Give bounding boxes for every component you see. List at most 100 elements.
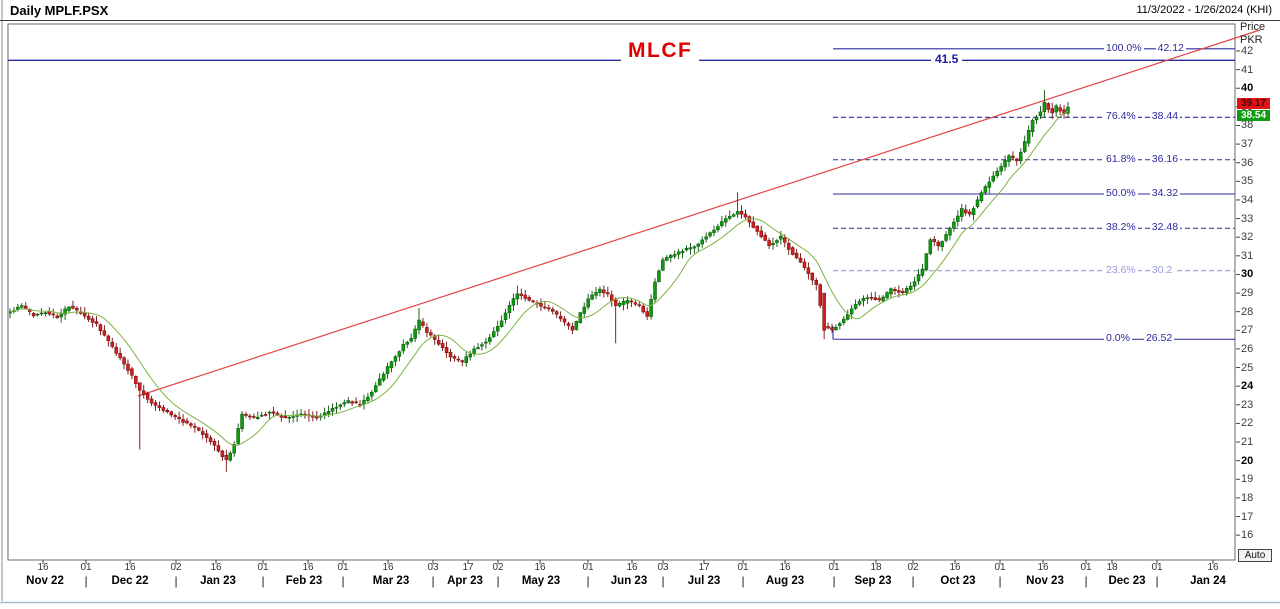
day-tick-label: 01 [582, 562, 594, 573]
month-separator: | [261, 574, 265, 588]
price-tick-19: 19 [1241, 473, 1254, 486]
alert-line-price-label[interactable]: 41.5 [931, 52, 963, 67]
month-label-Feb-23: Feb 23 [285, 575, 323, 587]
month-separator: | [1155, 574, 1159, 588]
fib-label-0.0%[interactable]: 0.0% 26.52 [1104, 332, 1175, 345]
day-tick-label: 18 [870, 562, 882, 573]
chart-title: Daily MPLF.PSX [10, 3, 109, 18]
price-tick-18: 18 [1241, 491, 1254, 504]
price-tick-26: 26 [1241, 342, 1254, 355]
day-tick-label: 01 [337, 562, 349, 573]
day-tick-label: 16 [302, 562, 314, 573]
date-range-label: 11/3/2022 - 1/26/2024 (KHI) [1136, 4, 1272, 16]
fib-label-23.6%[interactable]: 23.6% 30.2 [1104, 263, 1175, 276]
price-tick-42: 42 [1241, 45, 1254, 57]
day-tick-label: 03 [427, 562, 439, 573]
auto-scale-button[interactable]: Auto [1238, 549, 1272, 562]
price-tick-37: 37 [1241, 138, 1254, 151]
fib-label-100.0%[interactable]: 100.0% 42.12 [1104, 41, 1186, 54]
last-price-marker-green: 38.54 [1237, 109, 1270, 121]
price-tick-20: 20 [1241, 454, 1254, 467]
month-separator: | [998, 574, 1002, 588]
price-tick-41: 41 [1241, 63, 1254, 76]
day-tick-label: 01 [1080, 562, 1092, 573]
month-label-Mar-23: Mar 23 [372, 575, 410, 587]
month-separator: | [496, 574, 500, 588]
price-tick-31: 31 [1241, 249, 1254, 262]
price-tick-34: 34 [1241, 193, 1254, 206]
month-separator: | [661, 574, 665, 588]
month-label-Dec-22: Dec 22 [111, 575, 149, 587]
month-label-Jun-23: Jun 23 [610, 575, 648, 587]
day-tick-label: 18 [1106, 562, 1118, 573]
uptrend-line[interactable] [137, 29, 1261, 397]
price-tick-33: 33 [1241, 212, 1254, 225]
price-tick-30: 30 [1241, 268, 1254, 281]
price-tick-23: 23 [1241, 398, 1254, 411]
day-tick-label: 01 [994, 562, 1006, 573]
month-label-Apr-23: Apr 23 [447, 575, 483, 587]
last-price-marker-red: 39.17 [1237, 98, 1270, 110]
price-tick-38: 38 [1241, 119, 1254, 132]
price-tick-29: 29 [1241, 287, 1254, 300]
day-tick-label: 16 [626, 562, 638, 573]
fib-label-50.0%[interactable]: 50.0% 34.32 [1104, 187, 1181, 199]
day-tick-label: 01 [1151, 562, 1163, 573]
day-tick-label: 16 [1037, 562, 1049, 573]
fib-label-38.2%[interactable]: 38.2% 32.48 [1104, 221, 1181, 234]
month-label-May-23: May 23 [521, 575, 561, 587]
price-tick-32: 32 [1241, 231, 1254, 244]
moving-average-line[interactable] [9, 110, 1069, 446]
price-tick-27: 27 [1241, 324, 1254, 337]
day-tick-label: 17 [462, 562, 474, 573]
day-tick-label: 16 [124, 562, 136, 573]
price-tick-24: 24 [1241, 380, 1254, 393]
month-label-Dec-23: Dec 23 [1108, 575, 1146, 587]
price-tick-22: 22 [1241, 417, 1254, 430]
month-label-Jul-23: Jul 23 [687, 575, 721, 587]
price-tick-36: 36 [1241, 156, 1254, 169]
month-label-Sep-23: Sep 23 [854, 575, 892, 587]
month-separator: | [586, 574, 590, 588]
day-tick-label: 17 [698, 562, 710, 573]
day-tick-label: 16 [534, 562, 546, 573]
day-tick-label: 16 [382, 562, 394, 573]
plot-frame [7, 23, 1236, 561]
month-separator: | [832, 574, 836, 588]
day-tick-label: 02 [492, 562, 504, 573]
month-separator: | [1084, 574, 1088, 588]
day-tick-label: 16 [1207, 562, 1219, 573]
price-tick-16: 16 [1241, 529, 1254, 542]
month-label-Aug-23: Aug 23 [765, 575, 805, 587]
day-tick-label: 01 [828, 562, 840, 573]
fib-label-76.4%[interactable]: 76.4% 38.44 [1104, 110, 1181, 123]
price-tick-35: 35 [1241, 175, 1254, 188]
month-separator: | [341, 574, 345, 588]
month-separator: | [431, 574, 435, 588]
price-tick-28: 28 [1241, 305, 1254, 318]
month-label-Jan-24: Jan 24 [1190, 575, 1226, 587]
month-separator: | [911, 574, 915, 588]
price-axis-currency-label: PKR [1240, 34, 1263, 46]
day-tick-label: 02 [907, 562, 919, 573]
price-axis-unit-label: Price [1240, 21, 1266, 33]
symbol-watermark: MLCF [621, 39, 700, 63]
month-label-Jan-23: Jan 23 [200, 575, 236, 587]
day-tick-label: 01 [257, 562, 269, 573]
day-tick-label: 01 [80, 562, 92, 573]
month-label-Nov-23: Nov 23 [1026, 575, 1064, 587]
day-tick-label: 16 [37, 562, 49, 573]
price-tick-17: 17 [1241, 510, 1254, 523]
fib-label-61.8%[interactable]: 61.8% 36.16 [1104, 152, 1181, 165]
day-tick-label: 02 [170, 562, 182, 573]
day-tick-label: 16 [779, 562, 791, 573]
price-tick-40: 40 [1241, 82, 1254, 95]
price-tick-25: 25 [1241, 361, 1254, 374]
price-tick-21: 21 [1241, 436, 1254, 449]
month-label-Nov-22: Nov 22 [26, 575, 64, 587]
day-tick-label: 16 [949, 562, 961, 573]
month-separator: | [174, 574, 178, 588]
month-separator: | [84, 574, 88, 588]
